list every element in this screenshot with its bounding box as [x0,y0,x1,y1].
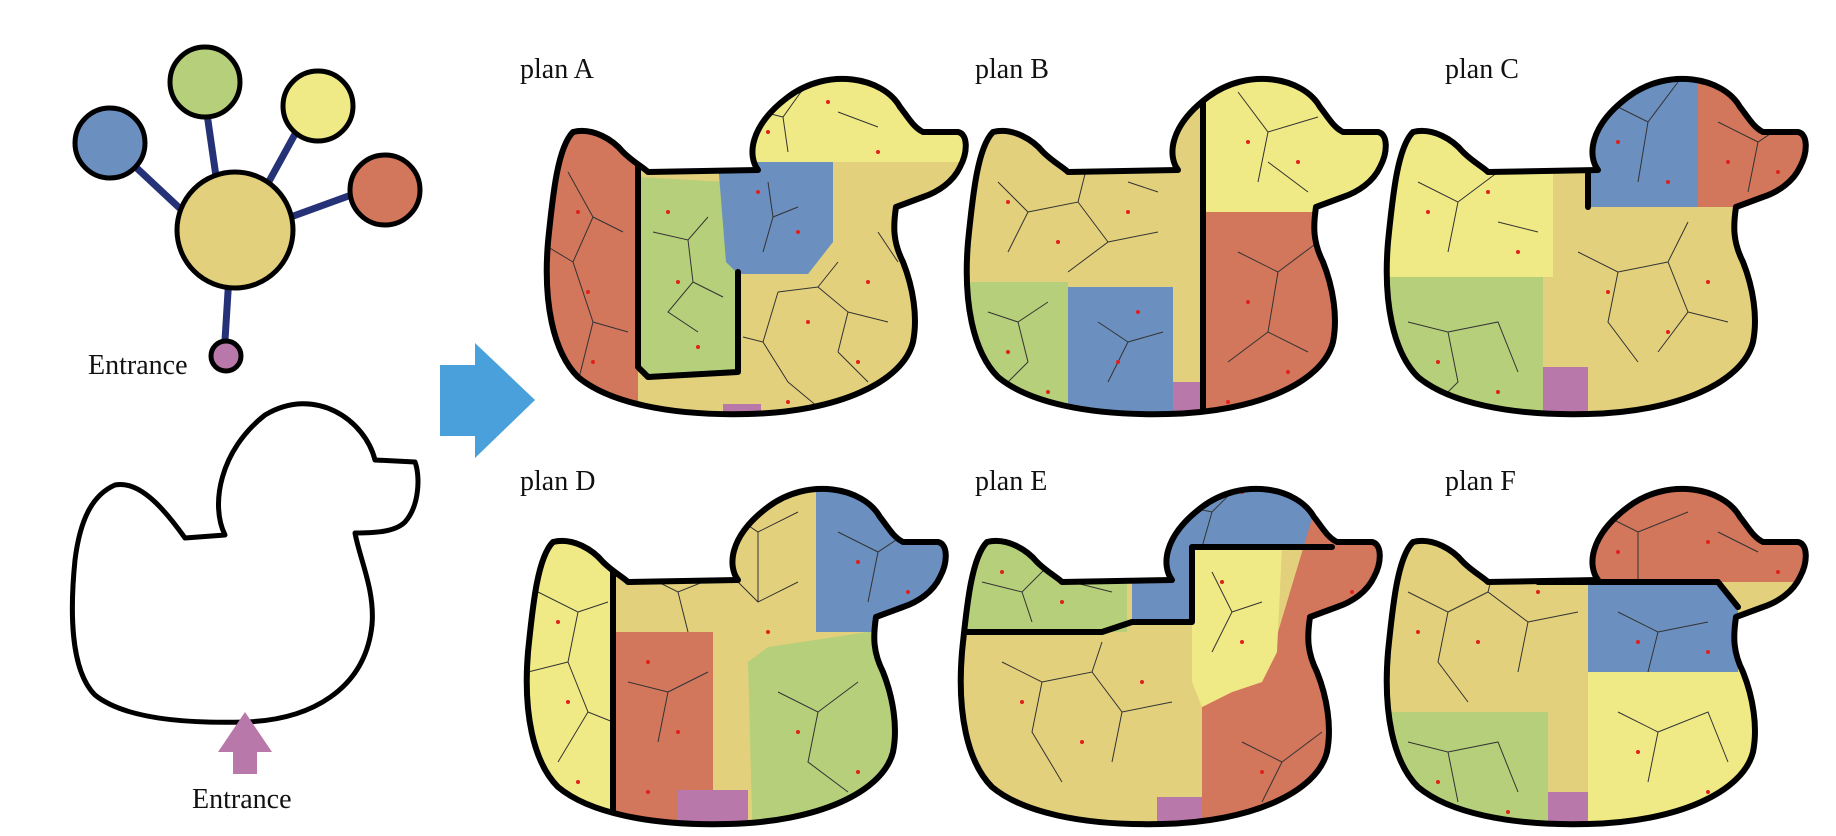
cell-lines [527,511,909,793]
graph-node-yellow [280,68,356,144]
room-orange [1698,78,1806,207]
room-entrance [1548,792,1588,825]
plan-f [1368,452,1828,836]
sample-dots [1006,140,1300,404]
graph-node-green [167,44,243,120]
room-mustard [960,488,1380,825]
sample-dots [576,100,880,404]
plan-c [1368,42,1828,442]
room-orange [1538,488,1806,582]
room-entrance [1543,367,1588,415]
plan-b-label: plan B [975,54,1049,85]
room-entrance [723,404,761,415]
room-entrance [678,790,748,825]
room-blue [718,162,833,274]
cell-lines [1407,81,1789,413]
generate-arrow-icon [440,343,535,458]
room-blue [1068,287,1173,415]
room-entrance [1157,797,1202,825]
sample-dots [1416,540,1780,814]
cell-lines [547,81,899,408]
room-yellow [1192,547,1282,707]
room-blue [1588,582,1738,672]
room-entrance [1173,382,1205,415]
room-yellow [1203,78,1386,212]
graph-entrance-label: Entrance [88,350,188,381]
plan-a-label: plan A [520,54,595,85]
graph-node-mustard [174,169,296,291]
adjacency-graph: Entrance [72,44,423,381]
plan-a [528,42,988,442]
cell-lines [987,91,1319,393]
plan-e-label: plan E [975,466,1047,497]
plan-c-label: plan C [1445,54,1519,85]
plan-b [948,42,1408,442]
duck-outline [69,401,421,725]
plan-f-label: plan F [1445,466,1516,497]
graph-node-orange [347,152,423,228]
plan-d-label: plan D [520,466,595,497]
cell-lines [981,488,1323,803]
room-walls [960,544,1335,635]
room-green [1386,712,1548,825]
room-green [638,177,738,377]
sample-dots [1426,140,1780,394]
plan-d [508,452,968,836]
room-green [960,512,1127,632]
duck-outline-panel: Entrance [69,401,421,815]
plan-e [942,452,1402,836]
room-yellow [1588,672,1806,825]
outline-entrance-label: Entrance [192,784,292,815]
entrance-arrow-icon [218,712,272,774]
graph-node-entrance [208,338,244,374]
graph-node-blue [72,105,148,181]
room-green [1386,277,1543,415]
